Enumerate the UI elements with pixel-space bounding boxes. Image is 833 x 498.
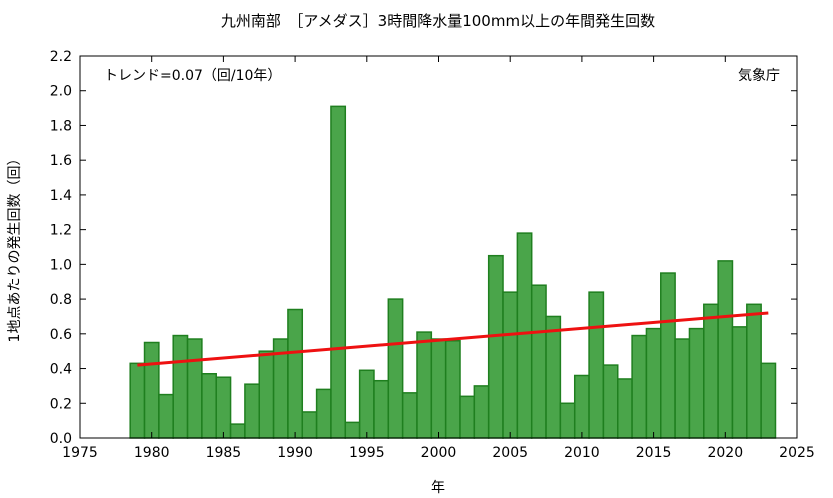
bar-1990 (287, 308, 304, 439)
bar-2017 (674, 338, 691, 439)
bar-2004 (487, 254, 504, 439)
y-tick-label-0.8: 0.8 (50, 292, 72, 308)
bar-2011 (588, 291, 605, 439)
y-ticks: 0.0 0.2 0.4 0.6 0.8 1.0 1.2 1.4 1.6 1.8 2.0 2.2 (50, 49, 797, 447)
bar-1985 (215, 376, 232, 439)
bar-1997 (387, 298, 404, 439)
bar-2018 (688, 327, 705, 439)
bar-2010 (573, 374, 590, 439)
trend-annotation: トレンド=0.07（回/10年） (104, 68, 281, 84)
x-ticks: 1975 1980 1985 1990 1995 2000 2005 2010 2015 2020… (62, 56, 815, 461)
bar-2022 (746, 303, 762, 439)
bar-2001 (444, 340, 461, 439)
bar-2013 (617, 378, 633, 439)
bar-1994 (344, 421, 361, 439)
bar-1984 (201, 373, 217, 439)
bar-1979 (129, 362, 146, 439)
x-tick-label-2000: 2000 (421, 445, 457, 461)
x-tick-label-1990: 1990 (277, 445, 313, 461)
bar-2009 (559, 402, 576, 439)
trend-line (137, 311, 769, 367)
y-tick-label-2.0: 2.0 (50, 84, 72, 100)
bar-1991 (301, 411, 318, 439)
bar-2015 (645, 327, 662, 439)
bar-1993 (330, 105, 347, 439)
bar-1999 (416, 331, 433, 439)
x-axis-label: 年 (431, 480, 445, 496)
bar-2016 (660, 272, 676, 439)
x-tick-label-2015: 2015 (636, 445, 672, 461)
bar-2023 (760, 362, 777, 439)
bar-1980 (143, 341, 160, 439)
bars (129, 105, 777, 439)
bar-2000 (430, 338, 447, 439)
x-tick-label-2025: 2025 (779, 445, 815, 461)
bar-1982 (172, 334, 189, 439)
bar-2008 (545, 315, 562, 439)
y-tick-label-0.0: 0.0 (50, 431, 72, 447)
y-tick-label-0.2: 0.2 (50, 396, 72, 412)
bar-1983 (186, 338, 203, 439)
x-tick-label-1975: 1975 (62, 445, 98, 461)
bar-2021 (731, 326, 748, 439)
bar-2014 (631, 334, 648, 439)
bar-2019 (703, 303, 719, 439)
bar-2020 (717, 260, 734, 439)
x-tick-label-1985: 1985 (206, 445, 242, 461)
bar-1986 (229, 423, 246, 439)
x-tick-label-2005: 2005 (492, 445, 528, 461)
bar-2006 (516, 232, 533, 439)
bar-1998 (401, 392, 418, 439)
x-tick-label-2020: 2020 (707, 445, 743, 461)
bar-1996 (373, 379, 390, 439)
x-tick-label-1995: 1995 (349, 445, 385, 461)
y-tick-label-1.0: 1.0 (50, 257, 72, 273)
y-tick-label-1.8: 1.8 (50, 118, 72, 134)
bar-2005 (502, 291, 519, 439)
y-tick-label-1.6: 1.6 (50, 153, 72, 169)
y-tick-label-1.4: 1.4 (50, 188, 72, 204)
x-tick-label-2010: 2010 (564, 445, 600, 461)
bar-2003 (473, 385, 490, 439)
bar-1988 (258, 350, 275, 439)
bar-2012 (602, 364, 619, 439)
source-annotation: 気象庁 (738, 68, 780, 84)
bar-2007 (530, 284, 547, 439)
y-tick-label-2.2: 2.2 (50, 49, 72, 65)
y-tick-label-0.4: 0.4 (50, 362, 72, 378)
y-tick-label-1.2: 1.2 (50, 223, 72, 239)
x-tick-label-1980: 1980 (134, 445, 170, 461)
bar-1992 (315, 388, 332, 439)
y-tick-label-0.6: 0.6 (50, 327, 72, 343)
bar-1987 (244, 383, 261, 439)
bar-2002 (459, 395, 476, 439)
y-axis-label: 1地点あたりの発生回数（回） (7, 152, 23, 343)
bar-1995 (358, 369, 375, 439)
chart-title: 九州南部 ［アメダス］3時間降水量100mm以上の年間発生回数 (221, 12, 655, 30)
bar-1981 (158, 393, 174, 439)
